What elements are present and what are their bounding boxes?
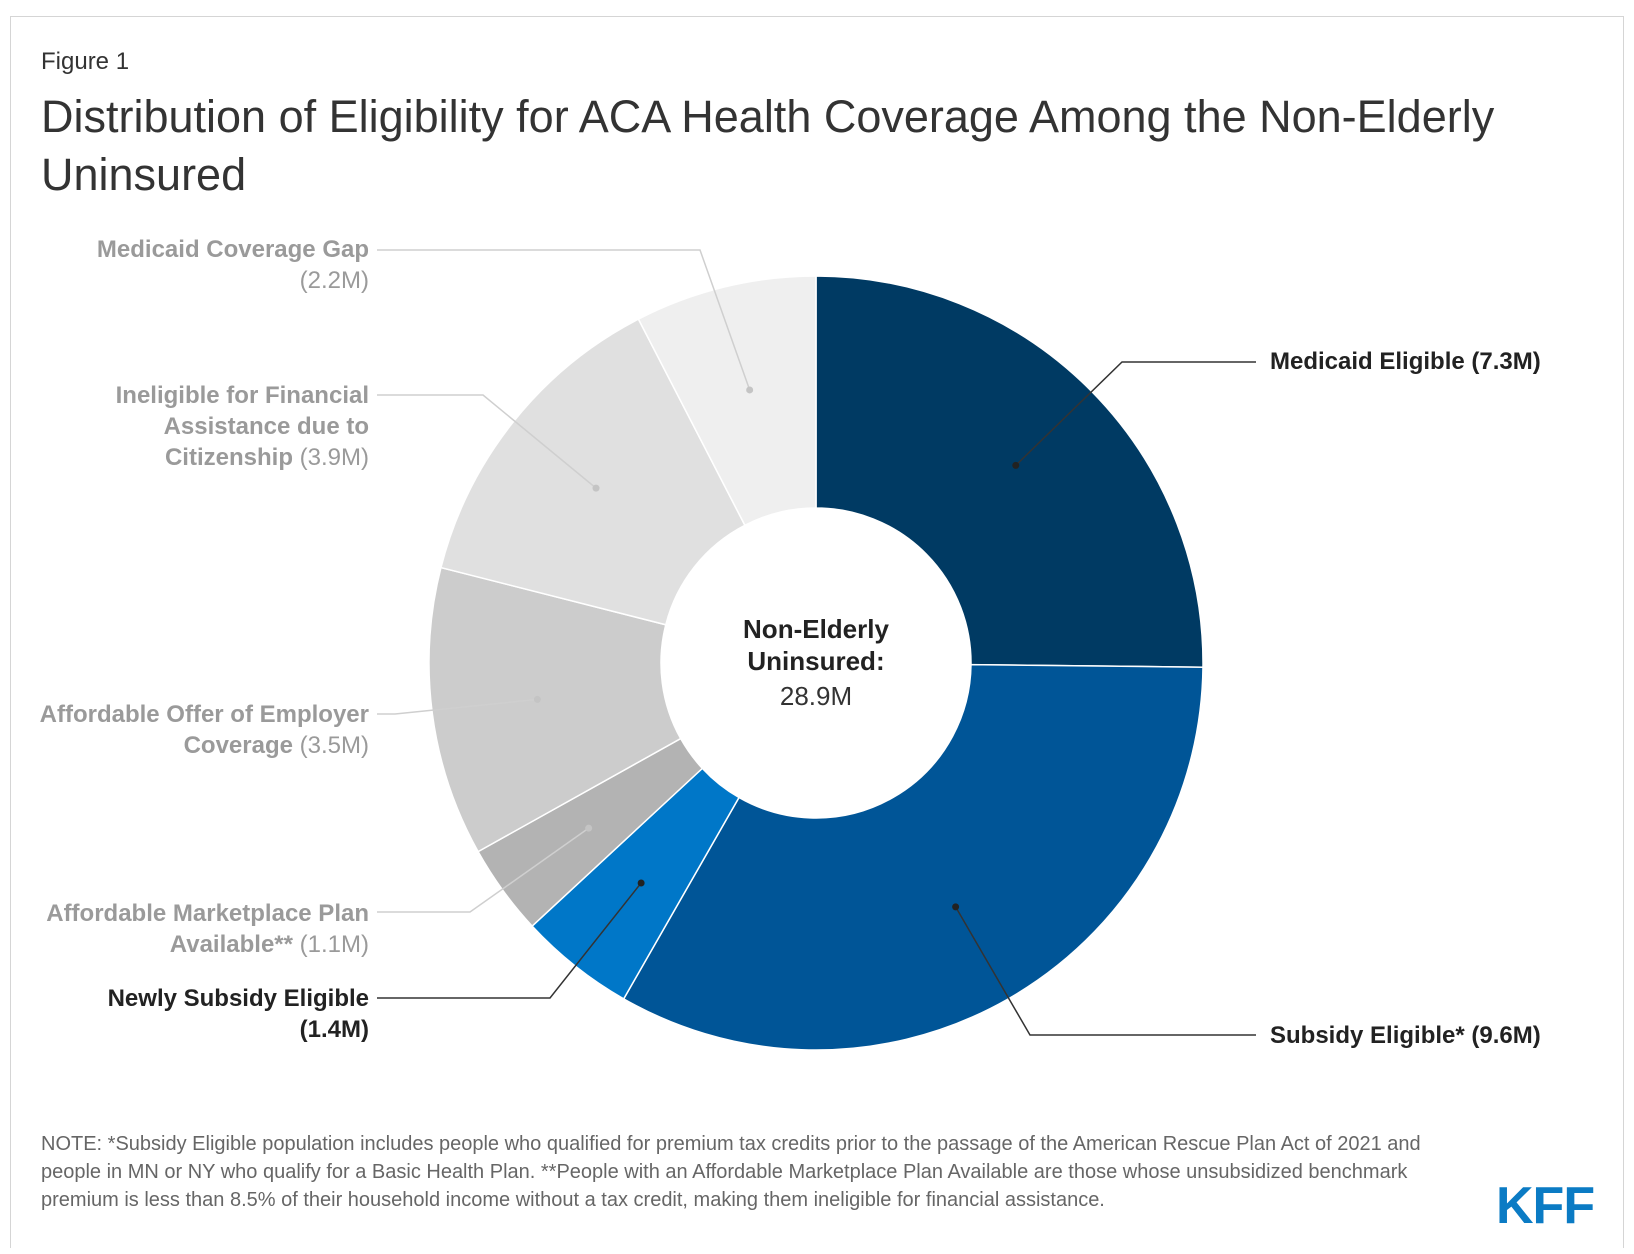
slice-affordable-marketplace-plan-leader-line xyxy=(377,827,590,913)
label-medicaid-eligible: Medicaid Eligible (7.3M) xyxy=(1270,346,1541,377)
label-ineligible-citizenship-value: (3.9M) xyxy=(292,444,369,471)
figure-frame xyxy=(10,16,1624,1248)
label-newly-subsidy-eligible-name: Newly Subsidy Eligible (1.4M) xyxy=(107,985,369,1043)
slice-subsidy-eligible xyxy=(622,663,1204,1051)
label-medicaid-coverage-gap-value: (2.2M) xyxy=(299,267,369,294)
label-newly-subsidy-eligible: Newly Subsidy Eligible (1.4M) xyxy=(69,983,369,1045)
label-subsidy-eligible: Subsidy Eligible* (9.6M) xyxy=(1270,1020,1541,1051)
slice-medicaid-coverage-gap xyxy=(637,275,817,527)
label-employer-coverage-value: (3.5M) xyxy=(292,732,369,759)
slice-newly-subsidy-eligible-leader-line xyxy=(377,882,642,999)
label-marketplace-plan-value: (1.1M) xyxy=(292,931,369,958)
label-employer-coverage-name: Affordable Offer of Employer Coverage xyxy=(39,701,369,759)
slice-affordable-marketplace-plan-leader-dot xyxy=(585,824,593,832)
slice-affordable-employer-coverage-leader-dot xyxy=(533,695,541,703)
slice-medicaid-coverage-gap-leader-line xyxy=(377,249,751,391)
center-label: Non-Elderly Uninsured: 28.9M xyxy=(716,613,916,715)
figure-label: Figure 1 xyxy=(41,48,130,75)
label-subsidy-eligible-name: Subsidy Eligible* (9.6M) xyxy=(1270,1022,1541,1049)
slice-medicaid-eligible xyxy=(815,275,1204,668)
slice-medicaid-coverage-gap-leader-dot xyxy=(746,386,754,394)
chart-title: Distribution of Eligibility for ACA Heal… xyxy=(41,91,1495,200)
slice-medicaid-eligible-leader-line xyxy=(1015,361,1256,466)
kff-logo: KFF xyxy=(1496,1177,1595,1235)
slice-affordable-employer-coverage xyxy=(428,566,682,853)
label-ineligible-citizenship-name: Ineligible for Financial Assistance due … xyxy=(115,382,369,471)
slice-ineligible-citizenship xyxy=(440,318,746,626)
slice-affordable-employer-coverage-leader-line xyxy=(377,698,538,715)
slice-subsidy-eligible-leader-line xyxy=(954,906,1256,1036)
slice-subsidy-eligible-leader-dot xyxy=(952,903,960,911)
slice-ineligible-citizenship-leader-line xyxy=(377,394,597,489)
label-medicaid-coverage-gap: Medicaid Coverage Gap (2.2M) xyxy=(97,234,369,296)
slice-ineligible-citizenship-leader-dot xyxy=(592,484,600,492)
label-marketplace-plan-name: Affordable Marketplace Plan Available** xyxy=(46,900,369,958)
slice-medicaid-eligible-leader-dot xyxy=(1012,461,1020,469)
center-title-line2: Uninsured: xyxy=(747,646,885,676)
label-employer-coverage: Affordable Offer of Employer Coverage (3… xyxy=(9,699,369,761)
label-medicaid-coverage-gap-name: Medicaid Coverage Gap xyxy=(96,236,369,263)
footnote: NOTE: *Subsidy Eligible population inclu… xyxy=(41,1133,1421,1211)
center-total-value: 28.9M xyxy=(779,681,853,711)
label-marketplace-plan: Affordable Marketplace Plan Available** … xyxy=(39,898,369,960)
slice-newly-subsidy-eligible-leader-dot xyxy=(637,879,645,887)
center-title-line1: Non-Elderly xyxy=(743,614,889,644)
label-medicaid-eligible-name: Medicaid Eligible (7.3M) xyxy=(1270,348,1541,375)
label-ineligible-citizenship: Ineligible for Financial Assistance due … xyxy=(39,380,369,473)
